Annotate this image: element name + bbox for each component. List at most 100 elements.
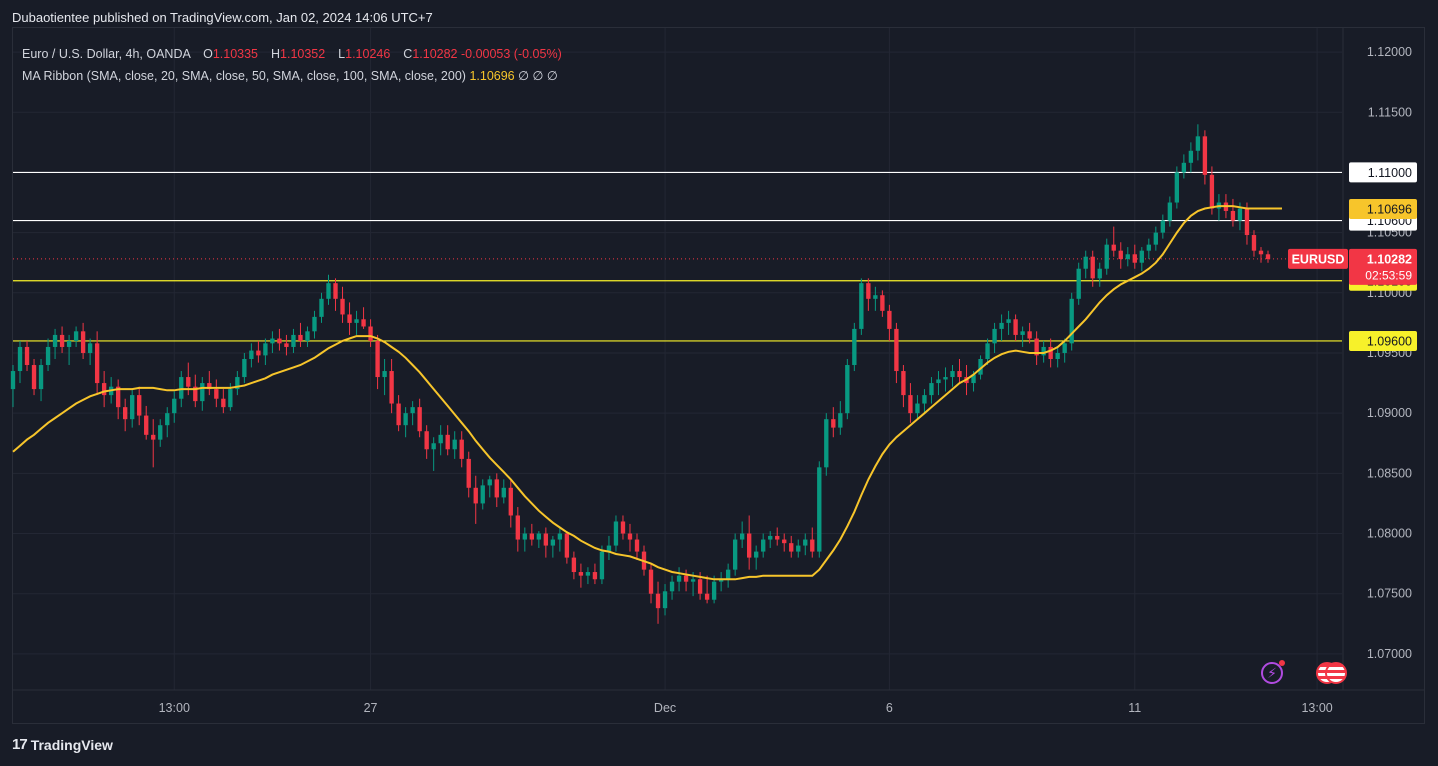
candle-body xyxy=(31,365,37,390)
candle-body xyxy=(676,575,682,582)
candle-body xyxy=(1090,256,1095,279)
candle-body xyxy=(522,533,527,540)
candle-body xyxy=(137,395,142,416)
candle-body xyxy=(1104,244,1109,269)
candle-body xyxy=(270,338,275,344)
candle-body xyxy=(473,487,478,504)
candle-body xyxy=(319,298,324,317)
candle-body xyxy=(214,389,219,399)
flag-circle-icon xyxy=(1325,662,1347,684)
candle-body xyxy=(368,326,373,341)
candle-body xyxy=(1118,250,1123,260)
candle-body xyxy=(824,419,829,468)
candle-body xyxy=(529,533,535,540)
candle-body xyxy=(873,295,878,299)
candle-body xyxy=(480,485,485,504)
candle-body xyxy=(52,334,58,347)
last-price-label: 1.10282 xyxy=(1367,252,1412,266)
candle-body xyxy=(1139,250,1144,263)
tradingview-logo[interactable]: 17 TradingView xyxy=(12,736,113,753)
ma-value-label: 1.10696 xyxy=(1367,203,1412,217)
candle-body xyxy=(627,533,633,540)
x-tick-label: Dec xyxy=(654,701,676,715)
candle-body xyxy=(810,539,815,552)
candle-body xyxy=(158,425,163,440)
candle-body xyxy=(438,434,443,444)
candle-body xyxy=(508,487,513,516)
candle-body xyxy=(466,458,471,488)
candle-body xyxy=(375,340,380,378)
candle-body xyxy=(73,331,79,341)
candle-body xyxy=(1111,244,1116,251)
candle-body xyxy=(235,377,240,390)
candle-body xyxy=(151,434,156,440)
legend-ma-label[interactable]: MA Ribbon (SMA, close, 20, SMA, close, 5… xyxy=(22,69,466,83)
candle-body xyxy=(578,572,584,576)
candle-body xyxy=(683,575,689,582)
candle-body xyxy=(144,415,149,435)
candle-body xyxy=(494,479,499,498)
candle-body xyxy=(690,579,696,582)
candle-body xyxy=(585,572,591,576)
legend-ohlc-row: Euro / U.S. Dollar, 4h, OANDA O1.10335 H… xyxy=(22,43,562,65)
candle-body xyxy=(866,283,871,299)
candle-body xyxy=(459,439,464,459)
candle-body xyxy=(852,328,857,366)
candle-body xyxy=(340,298,345,315)
candle-body xyxy=(66,340,72,347)
candle-body xyxy=(263,343,268,356)
candle-body xyxy=(1055,352,1060,359)
candle-body xyxy=(10,371,16,390)
candle-body xyxy=(915,403,920,414)
candle-body xyxy=(452,439,457,450)
candle-body xyxy=(950,371,955,378)
x-tick-label: 11 xyxy=(1128,701,1141,715)
candle-body xyxy=(80,331,86,353)
candle-body xyxy=(754,551,759,558)
candle-body xyxy=(1048,346,1053,359)
candle-body xyxy=(571,557,577,573)
bar-countdown: 02:53:59 xyxy=(1365,268,1412,282)
candle-body xyxy=(1076,268,1081,299)
flash-icon[interactable]: ⚡ xyxy=(1261,660,1285,684)
candle-body xyxy=(957,371,962,378)
candle-body xyxy=(992,328,997,344)
us-flag-icon[interactable] xyxy=(1316,662,1348,686)
candle-body xyxy=(1244,208,1250,236)
candle-body xyxy=(978,359,983,375)
candle-body xyxy=(87,343,93,353)
candle-body xyxy=(1167,202,1173,221)
candle-body xyxy=(347,314,352,323)
last-price-tag-bg xyxy=(1349,248,1417,285)
candle-body xyxy=(620,521,626,534)
candle-body xyxy=(1258,250,1264,255)
candle-body xyxy=(831,419,836,428)
symbol-tag-bg xyxy=(1288,248,1348,269)
candle-body xyxy=(838,413,843,428)
candle-body xyxy=(908,395,913,414)
legend-symbol[interactable]: Euro / U.S. Dollar, 4h, OANDA xyxy=(22,47,191,61)
x-tick-label: 6 xyxy=(886,701,893,715)
publish-info: Dubaotientee published on TradingView.co… xyxy=(12,10,433,25)
y-tick-label: 1.09000 xyxy=(1367,406,1412,420)
candle-body xyxy=(284,343,289,347)
candle-body xyxy=(115,386,121,408)
candle-body xyxy=(1132,254,1137,263)
candle-body xyxy=(186,377,191,387)
candle-body xyxy=(291,334,296,347)
candle-body xyxy=(1083,256,1088,269)
candle-body xyxy=(1209,174,1215,209)
ma-ribbon-line xyxy=(12,205,1282,581)
candle-body xyxy=(172,398,177,414)
y-tick-label: 1.07000 xyxy=(1367,647,1412,661)
y-tick-label: 1.11500 xyxy=(1368,105,1412,119)
y-tick-label: 1.07500 xyxy=(1367,587,1412,601)
x-tick-label: 13:00 xyxy=(159,701,190,715)
candle-body xyxy=(249,350,254,359)
candle-body xyxy=(501,487,506,498)
legend-open: 1.10335 xyxy=(212,47,259,61)
candle-body xyxy=(697,579,703,594)
legend-ma-row: MA Ribbon (SMA, close, 20, SMA, close, 5… xyxy=(22,65,562,87)
candle-body xyxy=(1125,254,1130,260)
